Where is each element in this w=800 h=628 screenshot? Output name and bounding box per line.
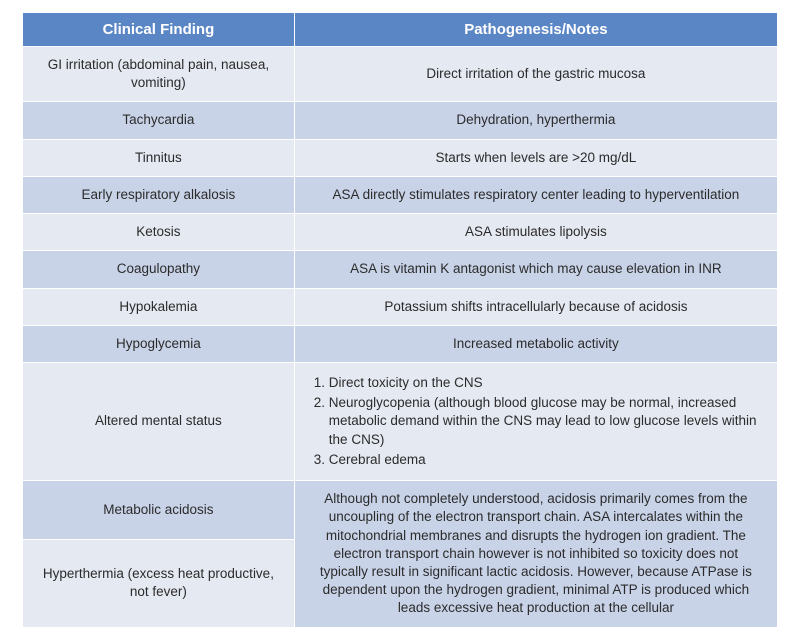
cell-notes: Dehydration, hyperthermia <box>294 102 777 139</box>
table-row: Metabolic acidosisAlthough not completel… <box>23 481 778 540</box>
cell-notes: ASA is vitamin K antagonist which may ca… <box>294 251 777 288</box>
cell-finding: Hypokalemia <box>23 288 295 325</box>
cell-notes: ASA stimulates lipolysis <box>294 214 777 251</box>
cell-finding: Hyperthermia (excess heat productive, no… <box>23 539 295 627</box>
col-header-finding: Clinical Finding <box>23 13 295 47</box>
table-row: HypokalemiaPotassium shifts intracellula… <box>23 288 778 325</box>
cell-finding: GI irritation (abdominal pain, nausea, v… <box>23 47 295 102</box>
table-row: GI irritation (abdominal pain, nausea, v… <box>23 47 778 102</box>
cell-finding: Coagulopathy <box>23 251 295 288</box>
cell-notes: ASA directly stimulates respiratory cent… <box>294 176 777 213</box>
col-header-notes: Pathogenesis/Notes <box>294 13 777 47</box>
clinical-findings-table: Clinical Finding Pathogenesis/Notes GI i… <box>22 12 778 628</box>
cell-finding: Early respiratory alkalosis <box>23 176 295 213</box>
table-row: TachycardiaDehydration, hyperthermia <box>23 102 778 139</box>
table-row: KetosisASA stimulates lipolysis <box>23 214 778 251</box>
cell-notes: Increased metabolic activity <box>294 325 777 362</box>
cell-finding: Hypoglycemia <box>23 325 295 362</box>
table-header-row: Clinical Finding Pathogenesis/Notes <box>23 13 778 47</box>
cell-notes: Direct toxicity on the CNSNeuroglycopeni… <box>294 362 777 480</box>
table-row: TinnitusStarts when levels are >20 mg/dL <box>23 139 778 176</box>
cell-finding: Tachycardia <box>23 102 295 139</box>
cell-finding: Tinnitus <box>23 139 295 176</box>
cell-finding: Metabolic acidosis <box>23 481 295 540</box>
cell-notes: Direct irritation of the gastric mucosa <box>294 47 777 102</box>
table-row: Altered mental statusDirect toxicity on … <box>23 362 778 480</box>
table-body: GI irritation (abdominal pain, nausea, v… <box>23 47 778 628</box>
cell-finding: Ketosis <box>23 214 295 251</box>
cell-finding: Altered mental status <box>23 362 295 480</box>
table-row: CoagulopathyASA is vitamin K antagonist … <box>23 251 778 288</box>
cell-notes: Potassium shifts intracellularly because… <box>294 288 777 325</box>
cell-notes: Starts when levels are >20 mg/dL <box>294 139 777 176</box>
table-row: HypoglycemiaIncreased metabolic activity <box>23 325 778 362</box>
table-row: Early respiratory alkalosisASA directly … <box>23 176 778 213</box>
cell-notes: Although not completely understood, acid… <box>294 481 777 628</box>
